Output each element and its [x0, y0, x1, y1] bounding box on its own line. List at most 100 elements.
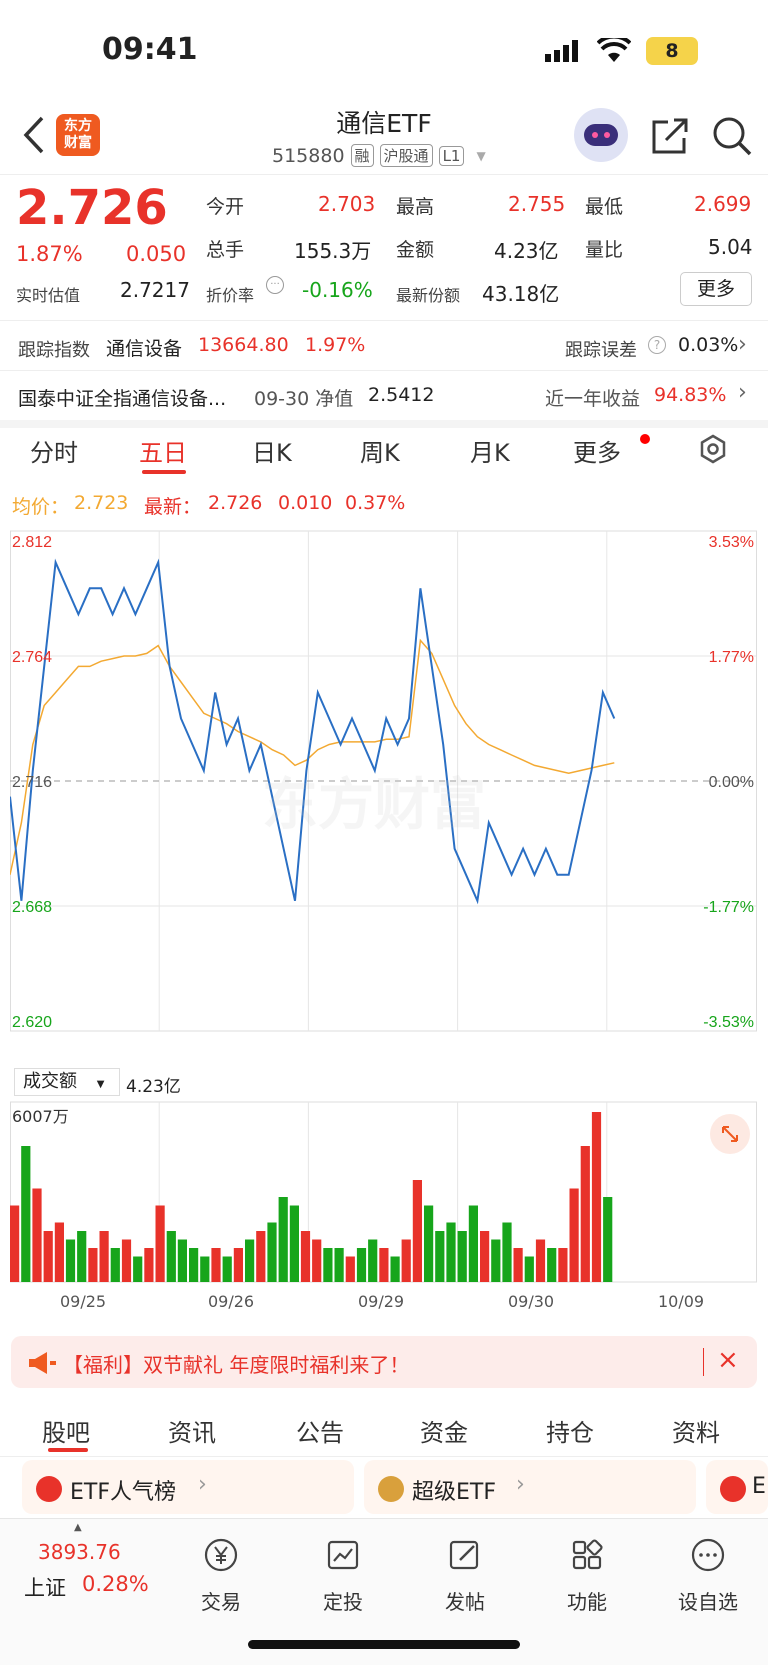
tab-announcements[interactable]: 公告: [296, 1419, 344, 1447]
volume-bar: [401, 1239, 411, 1282]
open-value: 2.703: [318, 192, 376, 216]
notification-dot: [640, 434, 650, 444]
active-tab-indicator: [48, 1448, 88, 1452]
stock-code-row[interactable]: 515880 融 沪股通 L1 ▼: [272, 144, 486, 167]
etf-card-label: E: [752, 1474, 766, 1499]
pen-icon: [449, 1540, 479, 1570]
volume-bar: [289, 1205, 299, 1282]
volume-bar: [54, 1222, 64, 1282]
etf-rank-card[interactable]: ETF人气榜 ›: [22, 1460, 354, 1514]
avg-price-value: 2.723: [74, 492, 129, 514]
robot-avatar-icon[interactable]: [574, 108, 628, 162]
crown-icon: [378, 1476, 404, 1502]
change-pct: 1.87%: [16, 242, 83, 266]
search-icon[interactable]: [710, 114, 754, 162]
tracking-index-name[interactable]: 通信设备: [106, 338, 183, 360]
current-price: 2.726: [16, 180, 168, 236]
volume-bar: [278, 1197, 288, 1282]
caret-up-icon: ▲: [74, 1522, 82, 1533]
etf-card-partial[interactable]: E: [706, 1460, 768, 1514]
volume-bar: [334, 1248, 344, 1282]
banner-divider: [703, 1348, 704, 1376]
volume-bar: [547, 1248, 557, 1282]
info-icon[interactable]: ···: [266, 276, 284, 294]
date-label: 09/29: [358, 1292, 405, 1311]
grid-icon: [572, 1539, 603, 1570]
pct-tick-label: -1.77%: [703, 899, 754, 916]
tab-weekly-k[interactable]: 周K: [360, 439, 400, 467]
nav-add-watchlist-label: 设自选: [678, 1590, 738, 1614]
close-icon[interactable]: ×: [717, 1345, 739, 1375]
volume-bar: [435, 1231, 445, 1282]
volume-selector-label: 成交额: [23, 1071, 77, 1092]
pct-tick-label: 3.53%: [709, 534, 754, 551]
volume-bar: [603, 1197, 613, 1282]
tab-news[interactable]: 资讯: [168, 1419, 216, 1447]
nav-add-watchlist[interactable]: 设自选: [668, 1535, 748, 1615]
tab-holdings[interactable]: 持仓: [546, 1419, 594, 1447]
fund-name[interactable]: 国泰中证全指通信设备...: [18, 388, 227, 410]
help-icon[interactable]: ?: [648, 336, 666, 354]
more-button[interactable]: 更多: [680, 272, 752, 306]
divider: [0, 320, 768, 321]
discount-label: 折价率: [206, 286, 255, 305]
index-value[interactable]: 3893.76: [38, 1540, 121, 1564]
latest-change: 0.010: [278, 492, 333, 514]
tab-funds[interactable]: 资金: [420, 1419, 468, 1447]
chevron-right-icon[interactable]: ›: [738, 332, 747, 357]
date-label: 10/09: [658, 1292, 705, 1311]
amount-value: 4.23亿: [494, 239, 559, 263]
nav-functions[interactable]: 功能: [552, 1535, 622, 1615]
settings-icon[interactable]: [698, 434, 728, 468]
back-icon[interactable]: [22, 116, 46, 158]
volume-bar: [480, 1231, 490, 1282]
tracking-error-value: 0.03%: [678, 334, 739, 356]
megaphone-icon: [27, 1350, 57, 1380]
volume-bar: [356, 1248, 367, 1282]
tab-profile[interactable]: 资料: [672, 1419, 720, 1447]
volume-bar: [245, 1239, 255, 1282]
pct-tick-label: 1.77%: [709, 649, 754, 666]
chart-up-icon: [327, 1540, 359, 1570]
tab-monthly-k[interactable]: 月K: [470, 439, 510, 467]
expand-icon[interactable]: [710, 1114, 750, 1154]
low-value: 2.699: [694, 192, 752, 216]
volume-bar: [99, 1231, 109, 1282]
tab-forum[interactable]: 股吧: [42, 1419, 90, 1447]
volume-bar: [323, 1248, 333, 1282]
tab-intraday[interactable]: 分时: [30, 439, 78, 467]
nav-trade[interactable]: 交易: [186, 1535, 256, 1615]
series-line: [10, 638, 615, 875]
yield-value: 94.83%: [654, 384, 727, 406]
volume-bar: [200, 1256, 210, 1282]
y-tick-label: 2.716: [12, 774, 52, 791]
tag-connect: 沪股通: [379, 144, 433, 167]
high-value: 2.755: [508, 192, 566, 216]
tab-more[interactable]: 更多: [573, 439, 621, 467]
latest-label: 最新：: [144, 496, 202, 518]
y-tick-label: 2.764: [12, 649, 52, 666]
chart-icon: [36, 1476, 62, 1502]
volume-bar: [21, 1146, 31, 1282]
pct-tick-label: 0.00%: [709, 774, 754, 791]
chevron-down-icon: ▼: [476, 148, 486, 163]
tab-five-day[interactable]: 五日: [139, 439, 187, 467]
super-etf-card[interactable]: 超级ETF ›: [364, 1460, 696, 1514]
volume-bar: [211, 1248, 221, 1282]
y-tick-label: 2.812: [12, 534, 52, 551]
volume-bar: [177, 1239, 187, 1282]
volume-selector[interactable]: 成交额 ▼: [14, 1068, 120, 1096]
price-chart[interactable]: 2.812 3.53% 2.764 1.77% 2.716 0.00% 2.668 -1.77…: [10, 525, 768, 1065]
volume-bar: [312, 1239, 322, 1282]
watermark: 东方财富: [262, 773, 486, 838]
nav-invest[interactable]: 定投: [308, 1535, 378, 1615]
tab-daily-k[interactable]: 日K: [252, 439, 292, 467]
index-name: 上证: [24, 1576, 66, 1600]
stock-code: 515880: [272, 144, 345, 167]
share-icon[interactable]: [650, 116, 690, 160]
promo-banner[interactable]: 【福利】双节献礼 年度限时福利来了！ ×: [11, 1336, 757, 1388]
chevron-right-icon[interactable]: ›: [738, 380, 747, 405]
volume-bar: [513, 1248, 523, 1282]
volume-bar: [412, 1180, 422, 1282]
nav-post[interactable]: 发帖: [430, 1535, 500, 1615]
